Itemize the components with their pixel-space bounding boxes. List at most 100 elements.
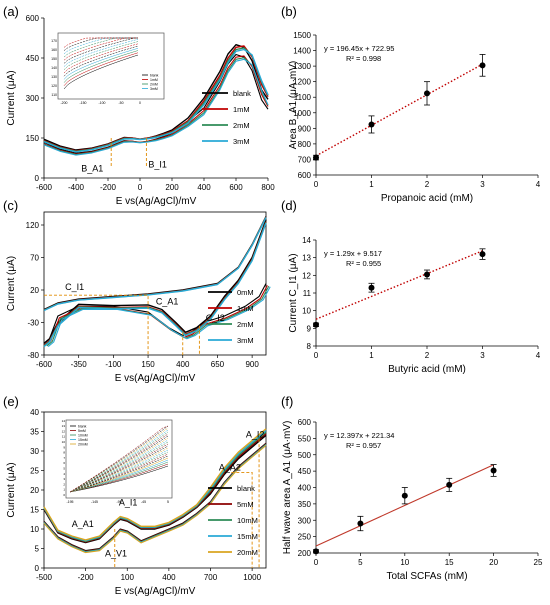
inset-trace (63, 37, 138, 61)
inset-trace (69, 429, 169, 493)
inset-legend-label: 1mM (150, 78, 158, 82)
inset-y-tick: 13 (62, 424, 66, 428)
inset-trace (63, 48, 139, 80)
y-tick-label: 600 (298, 418, 312, 427)
y-tick-label: 1300 (293, 62, 311, 71)
inset-trace (69, 437, 169, 493)
fit-r-squared: R² = 0.955 (346, 259, 381, 268)
inset-trace (69, 441, 169, 493)
inset-x-tick: -100 (98, 101, 105, 105)
inset-trace (69, 443, 169, 493)
inset-y-tick: 11 (62, 435, 65, 439)
x-tick-label: -600 (36, 360, 53, 369)
inset-x-tick: -195 (66, 500, 73, 504)
inset-legend-label: blank (78, 425, 87, 429)
data-point (368, 121, 375, 128)
y-tick-label: 350 (298, 500, 312, 509)
inset-trace (63, 37, 138, 58)
data-point (424, 271, 430, 278)
x-tick-label: 400 (197, 183, 211, 192)
inset-x-tick: 5 (167, 500, 169, 504)
inset-trace (63, 37, 138, 48)
panel-label: (f) (281, 394, 293, 409)
x-tick-label: 2 (425, 351, 430, 360)
inset-trace (69, 439, 169, 493)
y-tick-label: 13 (302, 254, 311, 263)
y-tick-label: 20 (30, 486, 39, 495)
x-tick-label: -200 (78, 573, 95, 582)
x-tick-label: 15 (445, 558, 454, 567)
inset-trace (69, 425, 169, 493)
inset-trace (63, 43, 139, 74)
y-tick-label: 550 (298, 434, 312, 443)
legend-label: 20mM (237, 548, 258, 557)
x-axis-title: Propanoic acid (mM) (381, 193, 473, 204)
inset-trace (69, 457, 169, 493)
panel-label: (e) (3, 394, 19, 409)
y-tick-label: 70 (30, 254, 39, 263)
fit-r-squared: R² = 0.957 (346, 441, 381, 450)
series-20mM-return (43, 444, 267, 554)
panel-c: (c) -600 -350 -100 150 400 650 900 -80 -30 20 70 120… (3, 198, 271, 384)
y-tick-label: 700 (298, 155, 312, 164)
inset-legend-label: 10mM (78, 434, 88, 438)
y-axis-title: Current (μA) (6, 256, 17, 311)
legend-label: 15mM (237, 532, 258, 541)
panel-label: (d) (281, 198, 297, 213)
y-tick-label: 10 (302, 307, 311, 316)
inset-legend-label: 20mM (78, 443, 88, 447)
data-point (479, 251, 486, 258)
annotation-B_A1: B_A1 (81, 163, 103, 173)
legend-label: blank (233, 89, 251, 98)
y-tick-label: 300 (26, 94, 40, 103)
y-tick-label: 15 (30, 506, 39, 515)
data-point (490, 467, 497, 474)
x-axis-title: E vs(Ag/AgCl)/mV (115, 373, 196, 384)
panel-label: (b) (281, 4, 297, 19)
x-tick-label: 800 (261, 183, 275, 192)
x-tick-label: 5 (358, 558, 363, 567)
x-axis-title: Total SCFAs (mM) (386, 571, 467, 582)
data-point (401, 492, 408, 499)
panel-b: (b) 0 1 2 3 4 600 700 800 900 1000 1100 1200 1300 1400… (281, 4, 541, 204)
x-tick-label: 10 (400, 558, 409, 567)
y-tick-label: 12 (302, 271, 311, 280)
x-tick-label: 1 (369, 180, 374, 189)
inset-y-tick: 4 (63, 472, 65, 476)
y-tick-label: 1400 (293, 47, 311, 56)
inset-trace (63, 50, 139, 83)
inset-legend-label: blank (150, 74, 159, 78)
x-tick-label: -100 (105, 360, 122, 369)
inset-y-tick: 14 (62, 419, 66, 423)
x-tick-label: -400 (68, 183, 85, 192)
y-tick-label: 1000 (293, 109, 311, 118)
y-axis-title: Half wave area A_A1 (μA·mV) (282, 421, 293, 555)
annotation-A_A1: A_A1 (72, 519, 94, 529)
inset-y-tick: 2 (63, 482, 65, 486)
y-tick-label: 5 (35, 545, 40, 554)
inset-y-tick: 9 (63, 445, 65, 449)
x-tick-label: 2 (425, 180, 430, 189)
x-tick-label: 700 (204, 573, 218, 582)
annotation-A_V1: A_V1 (105, 548, 127, 558)
legend-label: 1mM (233, 105, 250, 114)
y-tick-label: 35 (30, 428, 39, 437)
x-tick-label: 600 (229, 183, 243, 192)
inset-trace (63, 37, 139, 64)
y-tick-label: -80 (27, 351, 39, 360)
inset-y-tick: 140 (51, 66, 57, 70)
x-tick-label: 900 (245, 360, 259, 369)
y-tick-label: 600 (26, 14, 40, 23)
panel-e: (e)-500 -200 100 400 700 10000510152025303540… (3, 394, 267, 597)
inset-trace (63, 52, 139, 86)
inset-legend-label: 5mM (78, 429, 86, 433)
x-tick-label: 650 (211, 360, 225, 369)
fit-equation: y = 1.29x + 9.517 (324, 249, 382, 258)
legend-label: 1mM (237, 304, 254, 313)
y-tick-label: 900 (298, 124, 312, 133)
y-tick-label: -30 (27, 319, 39, 328)
inset-trace (69, 465, 169, 493)
